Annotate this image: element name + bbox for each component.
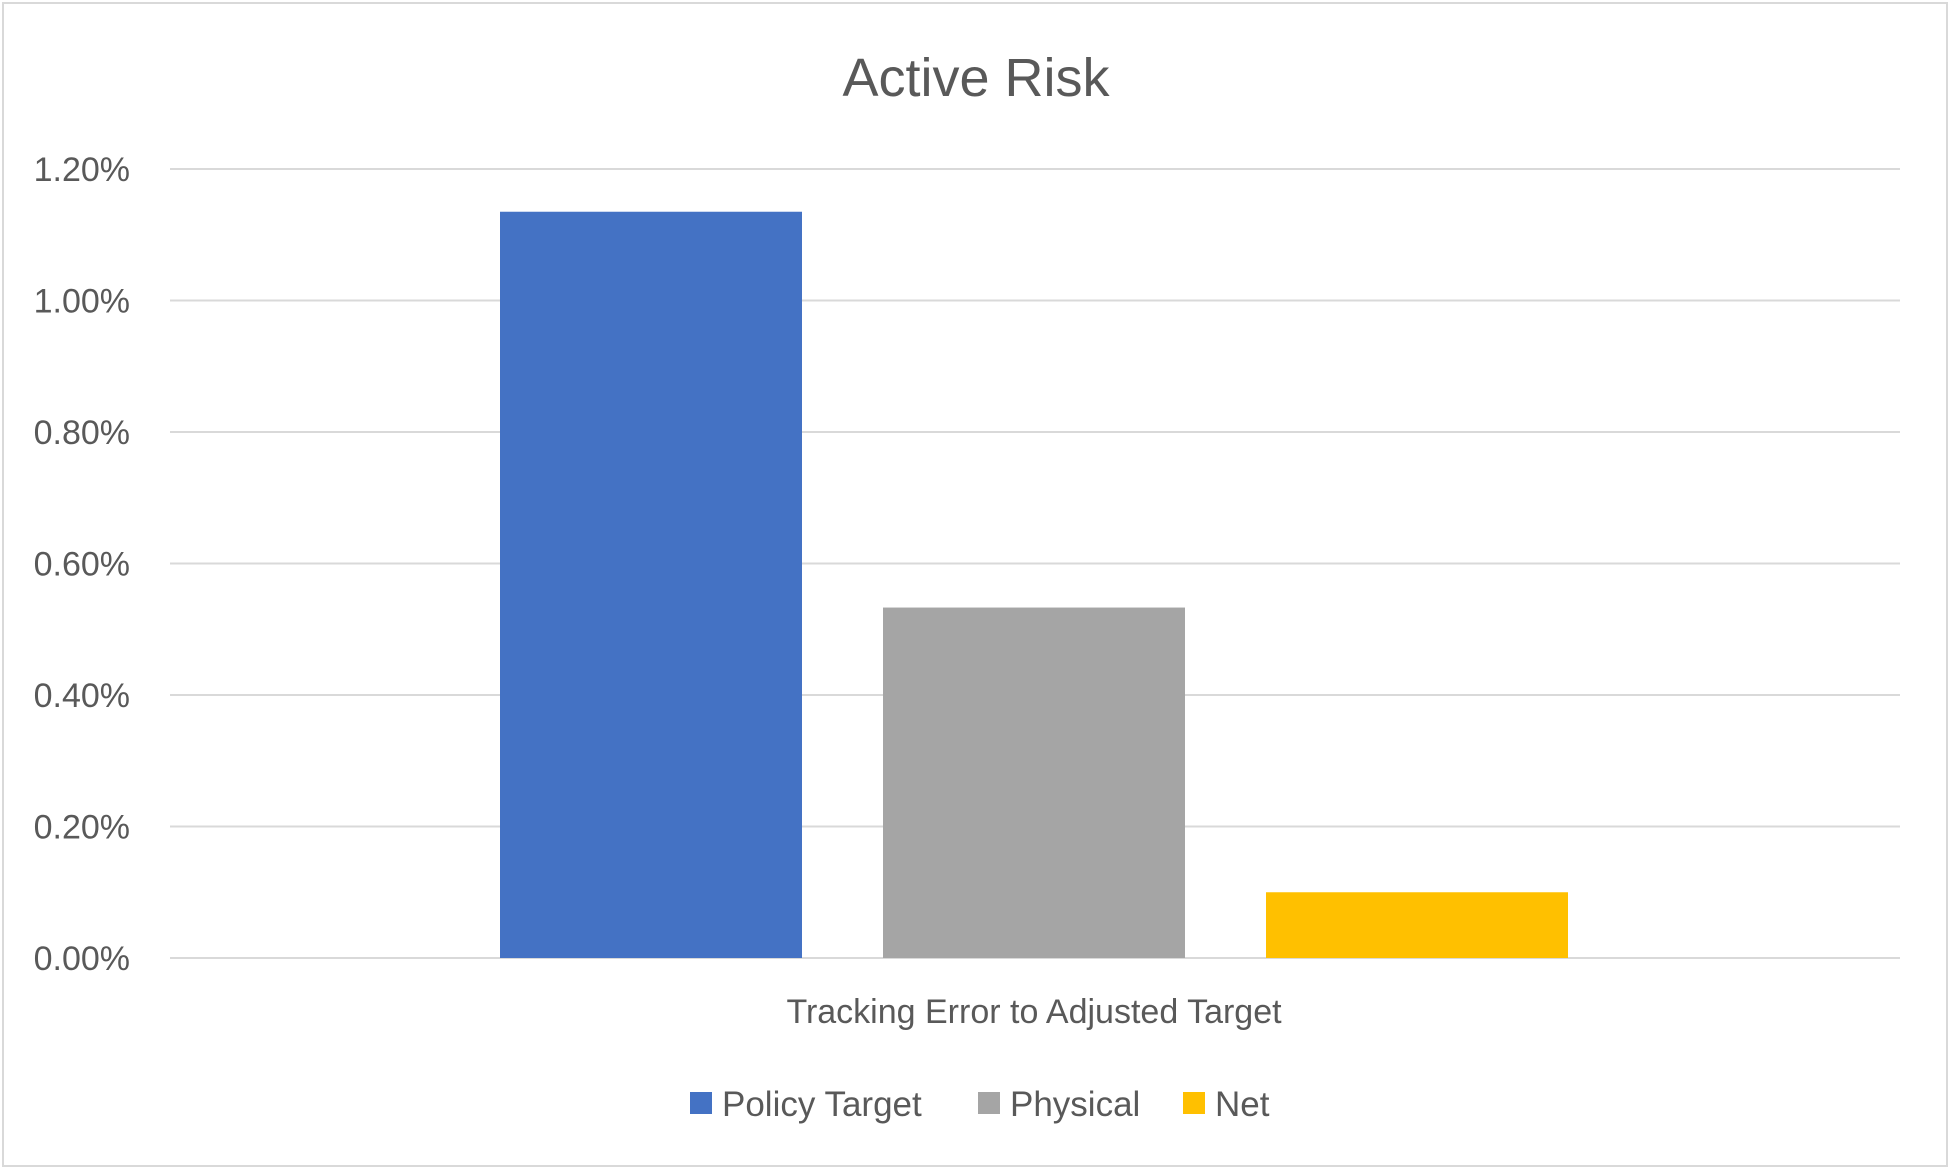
y-tick-label: 0.20% [34, 809, 130, 847]
y-tick-label: 1.00% [34, 283, 130, 321]
x-category-label: Tracking Error to Adjusted Target [786, 993, 1282, 1031]
legend-label: Net [1215, 1085, 1270, 1124]
legend-swatch [978, 1092, 1000, 1114]
bars [500, 211, 1568, 959]
bar-physical [883, 607, 1185, 958]
y-axis-tick-labels: 0.00% 0.20% 0.40% 0.60% 0.80% 1.00% 1.20% [34, 151, 130, 978]
y-tick-label: 1.20% [34, 151, 130, 189]
gridlines [170, 168, 1900, 959]
bar-policy-target [500, 211, 802, 959]
legend: Policy Target Physical Net [690, 1085, 1270, 1124]
y-tick-label: 0.60% [34, 546, 130, 584]
x-axis-category-labels: Tracking Error to Adjusted Target [786, 993, 1282, 1031]
legend-swatch [1183, 1092, 1205, 1114]
y-tick-label: 0.00% [34, 940, 130, 978]
y-tick-label: 0.80% [34, 414, 130, 452]
legend-label: Physical [1010, 1085, 1140, 1124]
chart-title: Active Risk [842, 48, 1110, 108]
bar-net [1266, 892, 1568, 958]
legend-label: Policy Target [722, 1085, 922, 1124]
y-tick-label: 0.40% [34, 677, 130, 715]
legend-swatch [690, 1092, 712, 1114]
